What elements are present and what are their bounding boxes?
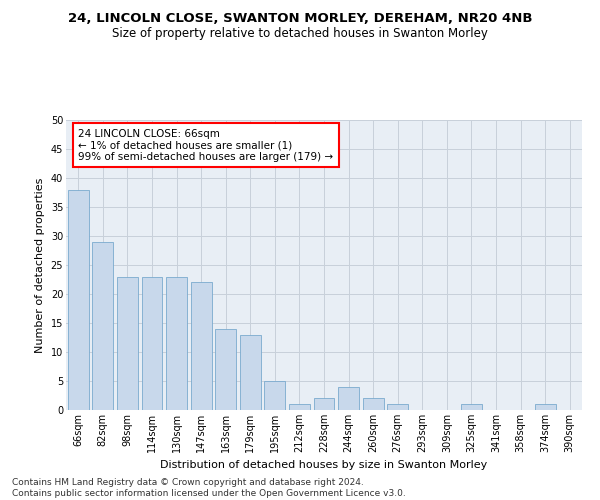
- Bar: [535, 404, 556, 410]
- Bar: [240, 334, 261, 410]
- Text: 24 LINCOLN CLOSE: 66sqm
← 1% of detached houses are smaller (1)
99% of semi-deta: 24 LINCOLN CLOSE: 66sqm ← 1% of detached…: [78, 128, 334, 162]
- Bar: [142, 276, 163, 410]
- Bar: [387, 404, 408, 410]
- Bar: [191, 282, 212, 410]
- Bar: [92, 242, 113, 410]
- Bar: [314, 398, 334, 410]
- Bar: [68, 190, 89, 410]
- X-axis label: Distribution of detached houses by size in Swanton Morley: Distribution of detached houses by size …: [160, 460, 488, 470]
- Bar: [265, 381, 286, 410]
- Bar: [338, 387, 359, 410]
- Bar: [362, 398, 383, 410]
- Bar: [117, 276, 138, 410]
- Bar: [166, 276, 187, 410]
- Bar: [461, 404, 482, 410]
- Bar: [289, 404, 310, 410]
- Text: 24, LINCOLN CLOSE, SWANTON MORLEY, DEREHAM, NR20 4NB: 24, LINCOLN CLOSE, SWANTON MORLEY, DEREH…: [68, 12, 532, 26]
- Y-axis label: Number of detached properties: Number of detached properties: [35, 178, 45, 352]
- Bar: [215, 329, 236, 410]
- Text: Size of property relative to detached houses in Swanton Morley: Size of property relative to detached ho…: [112, 28, 488, 40]
- Text: Contains HM Land Registry data © Crown copyright and database right 2024.
Contai: Contains HM Land Registry data © Crown c…: [12, 478, 406, 498]
